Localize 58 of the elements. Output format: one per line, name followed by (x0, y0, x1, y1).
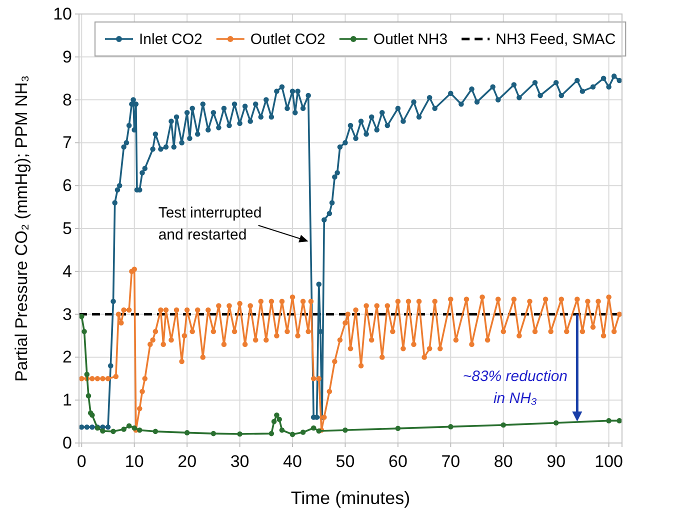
point (316, 428, 322, 434)
point (553, 420, 559, 426)
y-tick-label: 4 (62, 262, 72, 281)
x-tick-label: 80 (494, 452, 513, 471)
y-tick-label: 8 (62, 90, 72, 110)
legend-label: NH3 Feed, SMAC (496, 31, 616, 48)
point (210, 430, 216, 436)
point (82, 328, 87, 334)
point (606, 418, 612, 424)
point (100, 428, 106, 434)
point (395, 426, 401, 432)
x-tick-label: 30 (230, 452, 250, 471)
point (268, 430, 274, 436)
point (448, 424, 454, 430)
y-tick-label: 10 (53, 4, 72, 24)
y-tick-label: 3 (62, 304, 72, 324)
y-axis-title: Partial Pressure CO₂ (mmHg); PPM NH₃ (12, 75, 31, 382)
point (300, 430, 306, 435)
x-tick-label: 60 (388, 452, 408, 471)
legend-label: Outlet CO2 (250, 31, 326, 48)
point (310, 425, 316, 431)
point (110, 428, 116, 434)
point (500, 422, 506, 428)
y-tick-label: 0 (62, 433, 72, 452)
point (84, 372, 90, 377)
y-tick-label: 6 (62, 176, 72, 196)
y-tick-label: 5 (62, 218, 72, 238)
y-tick-label: 1 (62, 390, 72, 410)
x-tick-label: 0 (76, 452, 86, 471)
x-axis-title: Time (minutes) (290, 488, 410, 508)
x-tick-label: 70 (441, 452, 460, 471)
x-tick-label: 10 (124, 452, 144, 471)
y-tick-label: 7 (62, 133, 72, 152)
x-tick-label: 20 (178, 452, 197, 471)
annotation: Test interrupted and restarted (158, 204, 262, 244)
x-tick-label: 40 (283, 452, 302, 471)
point (290, 432, 296, 438)
point (274, 412, 280, 418)
point (126, 423, 132, 428)
legend-label: Inlet CO2 (139, 31, 202, 48)
point (152, 428, 158, 434)
annotation: ~83% reduction in NH₃ (462, 368, 568, 407)
x-tick-label: 50 (336, 452, 355, 471)
y-tick-label: 9 (62, 47, 72, 66)
x-tick-label: 90 (546, 452, 566, 471)
point (276, 416, 282, 422)
point (237, 431, 242, 437)
legend-label: Outlet NH3 (373, 31, 448, 48)
point (342, 427, 348, 433)
point (86, 393, 92, 398)
point (136, 427, 142, 433)
point (279, 427, 285, 433)
point (121, 426, 126, 432)
point (271, 418, 277, 424)
point (184, 430, 190, 436)
x-tick-label: 100 (594, 452, 624, 471)
y-tick-label: 2 (62, 348, 72, 367)
point (132, 425, 137, 431)
